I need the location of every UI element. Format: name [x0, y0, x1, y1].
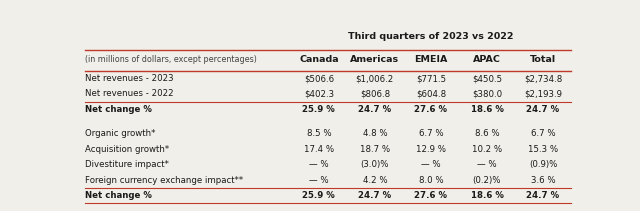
Text: — %: — %: [421, 160, 441, 169]
Text: $806.8: $806.8: [360, 89, 390, 99]
Text: APAC: APAC: [473, 55, 501, 64]
Text: (0.2)%: (0.2)%: [473, 176, 501, 185]
Text: 8.6 %: 8.6 %: [475, 129, 499, 138]
Text: $380.0: $380.0: [472, 89, 502, 99]
Text: $2,193.9: $2,193.9: [524, 89, 562, 99]
Text: 12.9 %: 12.9 %: [416, 145, 446, 154]
Text: — %: — %: [309, 176, 328, 185]
Text: Net revenues - 2022: Net revenues - 2022: [85, 89, 173, 99]
Text: 15.3 %: 15.3 %: [528, 145, 558, 154]
Text: 24.7 %: 24.7 %: [358, 105, 392, 114]
Text: — %: — %: [477, 160, 497, 169]
Text: Total: Total: [530, 55, 556, 64]
Text: Organic growth*: Organic growth*: [85, 129, 156, 138]
Text: Divestiture impact*: Divestiture impact*: [85, 160, 169, 169]
Text: 6.7 %: 6.7 %: [531, 129, 556, 138]
Text: Foreign currency exchange impact**: Foreign currency exchange impact**: [85, 176, 243, 185]
Text: $771.5: $771.5: [416, 74, 446, 83]
Text: $450.5: $450.5: [472, 74, 502, 83]
Text: 6.7 %: 6.7 %: [419, 129, 444, 138]
Text: 25.9 %: 25.9 %: [303, 191, 335, 200]
Text: 25.9 %: 25.9 %: [303, 105, 335, 114]
Text: Net revenues - 2023: Net revenues - 2023: [85, 74, 173, 83]
Text: 4.2 %: 4.2 %: [362, 176, 387, 185]
Text: Canada: Canada: [299, 55, 339, 64]
Text: 27.6 %: 27.6 %: [415, 105, 447, 114]
Text: $402.3: $402.3: [304, 89, 334, 99]
Text: EMEIA: EMEIA: [414, 55, 447, 64]
Text: (3.0)%: (3.0)%: [360, 160, 389, 169]
Text: Third quarters of 2023 vs 2022: Third quarters of 2023 vs 2022: [348, 32, 514, 41]
Text: 10.2 %: 10.2 %: [472, 145, 502, 154]
Text: — %: — %: [309, 160, 328, 169]
Text: (in millions of dollars, except percentages): (in millions of dollars, except percenta…: [85, 55, 257, 64]
Text: 24.7 %: 24.7 %: [358, 191, 392, 200]
Text: 18.6 %: 18.6 %: [470, 105, 504, 114]
Text: 4.8 %: 4.8 %: [362, 129, 387, 138]
Text: 18.6 %: 18.6 %: [470, 191, 504, 200]
Text: Net change %: Net change %: [85, 191, 152, 200]
Text: 18.7 %: 18.7 %: [360, 145, 390, 154]
Text: 17.4 %: 17.4 %: [304, 145, 334, 154]
Text: 24.7 %: 24.7 %: [527, 191, 559, 200]
Text: 27.6 %: 27.6 %: [415, 191, 447, 200]
Text: 3.6 %: 3.6 %: [531, 176, 556, 185]
Text: $604.8: $604.8: [416, 89, 446, 99]
Text: (0.9)%: (0.9)%: [529, 160, 557, 169]
Text: Acquisition growth*: Acquisition growth*: [85, 145, 169, 154]
Text: 8.5 %: 8.5 %: [307, 129, 331, 138]
Text: Americas: Americas: [350, 55, 399, 64]
Text: Net change %: Net change %: [85, 105, 152, 114]
Text: $1,006.2: $1,006.2: [356, 74, 394, 83]
Text: $2,734.8: $2,734.8: [524, 74, 562, 83]
Text: 8.0 %: 8.0 %: [419, 176, 444, 185]
Text: $506.6: $506.6: [304, 74, 334, 83]
Text: 24.7 %: 24.7 %: [527, 105, 559, 114]
